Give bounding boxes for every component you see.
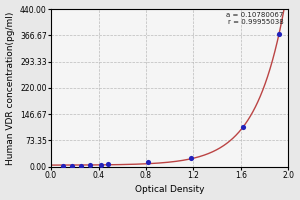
Point — [61, 165, 65, 168]
Point — [241, 126, 246, 129]
Point — [106, 162, 110, 166]
Point — [78, 164, 83, 167]
Point — [189, 156, 194, 159]
Y-axis label: Human VDR concentration(pg/ml): Human VDR concentration(pg/ml) — [6, 11, 15, 165]
Point — [277, 33, 281, 36]
Point — [88, 164, 93, 167]
X-axis label: Optical Density: Optical Density — [135, 185, 205, 194]
Point — [146, 160, 151, 163]
Point — [70, 164, 75, 168]
Text: a = 0.10780067
r = 0.99955038: a = 0.10780067 r = 0.99955038 — [226, 12, 284, 25]
Point — [98, 163, 103, 166]
